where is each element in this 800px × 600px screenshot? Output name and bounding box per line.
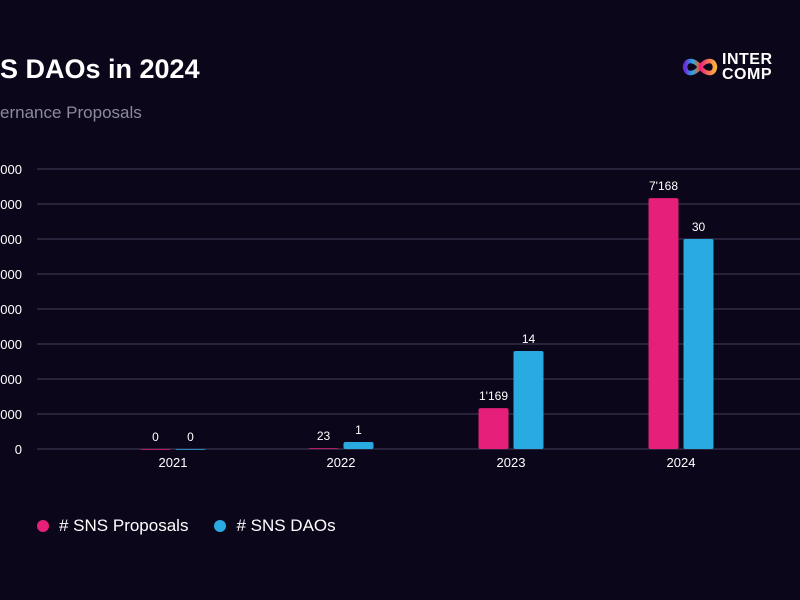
- x-tick-label: 2021: [159, 455, 188, 470]
- data-label-proposals: 0: [152, 430, 159, 444]
- logo-line2: COMP: [722, 66, 772, 83]
- y-tick-label: 5'000: [0, 267, 22, 282]
- data-label-daos: 30: [692, 220, 706, 234]
- x-tick-label: 2023: [497, 455, 526, 470]
- y-tick-label: 0: [15, 442, 22, 457]
- legend-swatch-daos: [214, 520, 227, 532]
- legend-label-proposals: # SNS Proposals: [59, 516, 189, 535]
- bar-daos: [683, 239, 714, 449]
- chart-subtitle: ernance Proposals: [0, 103, 142, 122]
- bar-proposals: [648, 198, 679, 449]
- infinity-logo-icon: [682, 58, 718, 76]
- data-label-proposals: 7'168: [649, 179, 678, 193]
- bar-daos: [343, 442, 374, 449]
- data-label-proposals: 1'169: [479, 389, 508, 403]
- y-tick-label: 1'000: [0, 407, 22, 422]
- chart-title: S DAOs in 2024: [0, 54, 200, 84]
- internet-computer-logo: INTER COMP: [682, 51, 773, 83]
- y-tick-label: 6'000: [0, 232, 22, 247]
- data-label-daos: 1: [355, 423, 362, 437]
- data-label-proposals: 23: [317, 429, 331, 443]
- legend: # SNS Proposals # SNS DAOs: [37, 516, 336, 536]
- x-tick-label: 2022: [327, 455, 356, 470]
- y-tick-label: 3'000: [0, 337, 22, 352]
- bar-daos: [513, 351, 544, 449]
- logo-line1: INTER: [722, 51, 773, 68]
- legend-swatch-proposals: [37, 520, 49, 532]
- bar-daos: [175, 449, 206, 450]
- bar-proposals: [308, 448, 339, 449]
- y-tick-label: 4'000: [0, 302, 22, 317]
- data-label-daos: 14: [522, 332, 536, 346]
- bar-proposals: [140, 449, 171, 450]
- y-tick-label: 7'000: [0, 197, 22, 212]
- bar-proposals: [478, 408, 509, 449]
- legend-item-daos: # SNS DAOs: [214, 516, 336, 536]
- data-label-daos: 0: [187, 430, 194, 444]
- legend-label-daos: # SNS DAOs: [236, 516, 336, 535]
- y-tick-label: 8'000: [0, 162, 22, 177]
- legend-item-proposals: # SNS Proposals: [37, 516, 188, 536]
- y-tick-label: 2'000: [0, 372, 22, 387]
- x-tick-label: 2024: [667, 455, 696, 470]
